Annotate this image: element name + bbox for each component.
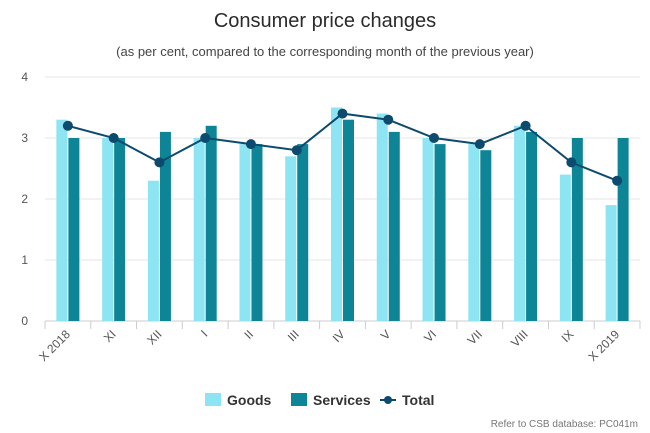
legend-swatch [291,393,307,406]
point-total-0[interactable] [62,120,73,131]
chart-title: Consumer price changes [214,10,436,32]
x-tick-label: XI [101,327,119,345]
total-line [62,108,623,186]
bar-services-2[interactable] [159,131,171,321]
bar-goods-0[interactable] [56,119,68,321]
y-tick-label: 3 [21,131,28,145]
x-tick-label: XII [144,327,164,347]
bar-services-12[interactable] [617,138,629,321]
x-tick-label: X 2018 [36,327,73,364]
legend[interactable]: Goods Services Total [205,392,434,408]
bar-goods-4[interactable] [239,144,251,321]
bar-goods-12[interactable] [605,205,617,321]
x-tick-label: IX [559,327,577,345]
bar-goods-10[interactable] [514,125,526,321]
point-total-8[interactable] [429,133,440,143]
bar-services-1[interactable] [114,138,126,321]
bar-services-5[interactable] [297,144,309,321]
bar-goods-3[interactable] [193,138,205,321]
point-total-4[interactable] [245,139,256,150]
y-tick-label: 2 [21,192,28,206]
x-tick-label: X 2019 [585,327,622,364]
bar-services-9[interactable] [480,150,492,321]
y-tick-label: 1 [21,253,28,267]
x-tick-label: III [285,327,302,344]
bar-goods-9[interactable] [468,144,480,321]
point-total-9[interactable] [474,139,485,150]
bar-goods-2[interactable] [147,180,159,321]
bar-services-4[interactable] [251,144,263,321]
bar-services-0[interactable] [68,138,80,321]
bar-goods-8[interactable] [422,138,434,321]
point-total-3[interactable] [200,133,211,143]
bar-services-8[interactable] [434,144,446,321]
point-total-12[interactable] [612,175,623,186]
bar-goods-6[interactable] [331,107,342,322]
x-tick-label: IV [330,327,348,345]
legend-label: Goods [227,392,272,408]
x-tick-label: VI [421,327,439,345]
point-total-5[interactable] [291,145,302,156]
bar-services-7[interactable] [388,131,400,321]
point-total-11[interactable] [566,157,577,168]
bar-goods-11[interactable] [559,174,571,321]
legend-marker [384,396,392,404]
bar-services-11[interactable] [571,138,583,321]
chart-subtitle: (as per cent, compared to the correspond… [116,44,534,59]
x-tick-label: VII [465,327,485,347]
legend-item-total[interactable]: Total [380,392,434,408]
credits-text[interactable]: Refer to CSB database: PC041m [491,419,638,430]
point-total-6[interactable] [337,108,348,119]
y-tick-label: 0 [21,314,28,328]
bar-goods-7[interactable] [376,113,388,321]
bar-goods-1[interactable] [102,138,114,321]
x-tick-label: I [198,327,210,339]
point-total-1[interactable] [108,133,119,143]
legend-item-goods[interactable]: Goods [205,392,272,408]
legend-swatch [205,393,221,406]
legend-item-services[interactable]: Services [291,392,371,408]
bar-services-3[interactable] [205,125,217,321]
point-total-10[interactable] [520,120,531,131]
y-tick-label: 4 [21,70,28,84]
point-total-7[interactable] [383,114,394,125]
bars [56,107,629,322]
point-total-2[interactable] [154,157,165,168]
legend-label: Total [402,392,434,408]
x-tick-label: VIII [508,327,531,350]
bar-goods-5[interactable] [285,156,297,321]
bar-services-6[interactable] [343,119,354,321]
bar-services-10[interactable] [526,131,538,321]
x-tick-label: II [241,327,256,342]
x-tick-label: V [378,327,394,343]
legend-label: Services [313,392,371,408]
